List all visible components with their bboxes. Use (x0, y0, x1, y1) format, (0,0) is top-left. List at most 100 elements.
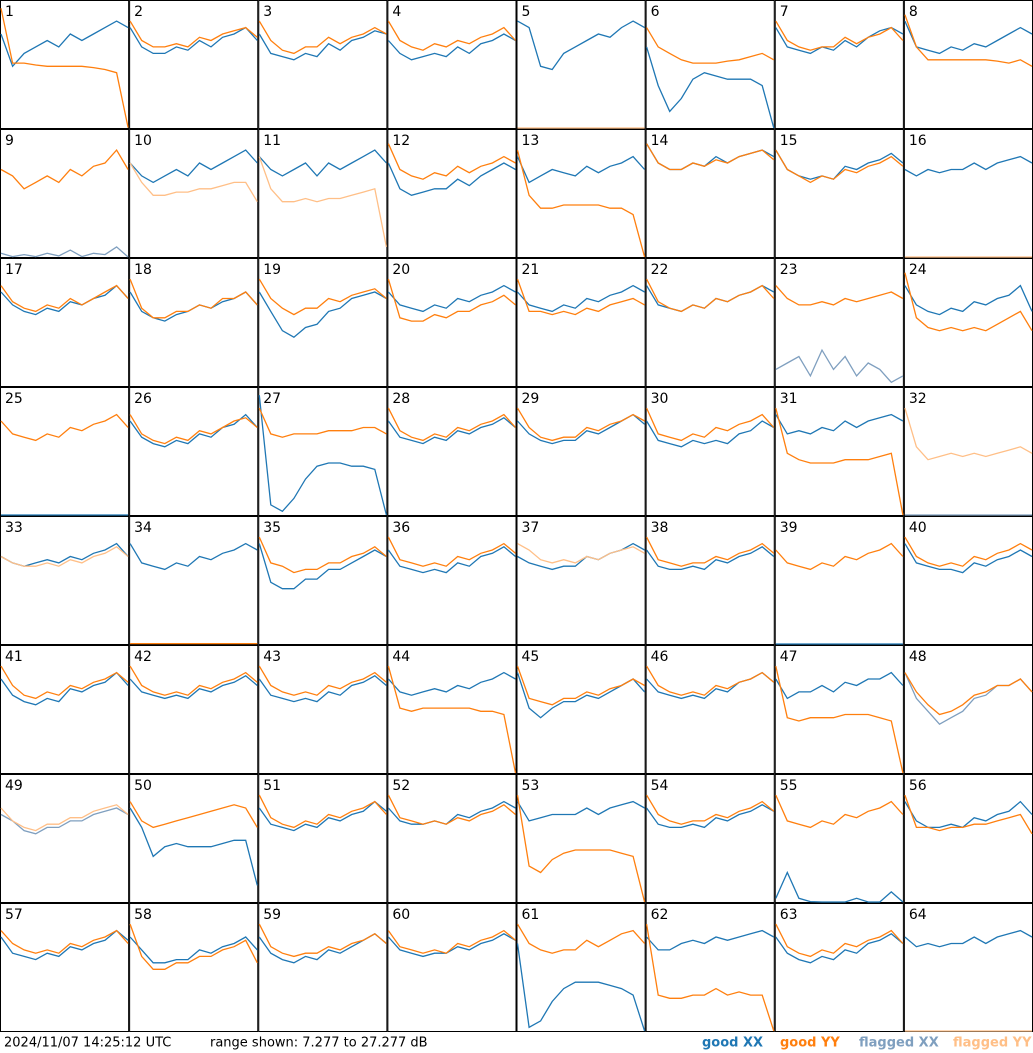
panel-title: 33 (5, 520, 23, 536)
spectrum-line (775, 542, 904, 571)
spectrum-line (646, 794, 775, 825)
spectrum-line (387, 794, 516, 825)
panel (645, 645, 775, 774)
panel-title: 27 (263, 391, 281, 407)
panel-title: 9 (5, 133, 14, 149)
panel-title: 12 (392, 133, 410, 149)
panel-title: 15 (780, 133, 798, 149)
spectrum-line (646, 929, 775, 951)
spectrum-line (516, 665, 645, 706)
panel-title: 10 (134, 133, 152, 149)
panel-title: 16 (909, 133, 927, 149)
panel-title: 3 (263, 4, 272, 20)
panel (516, 774, 646, 903)
panel-title: 39 (780, 520, 798, 536)
spectrum-line (387, 33, 516, 61)
spectrum-line (129, 923, 258, 970)
panel-title: 18 (134, 262, 152, 278)
spectrum-line (775, 285, 904, 306)
spectrum-line (904, 272, 1033, 332)
panel (258, 774, 388, 903)
spectrum-line (516, 155, 646, 184)
panel (387, 645, 517, 774)
panel-title: 52 (392, 778, 410, 794)
spectrum-line (904, 407, 1033, 461)
panel (516, 645, 646, 774)
spectrum-line (129, 675, 258, 700)
spectrum-line (775, 923, 904, 958)
panel-title: 23 (780, 262, 798, 278)
spectrum-line (129, 278, 258, 319)
panel (774, 645, 904, 774)
panel (0, 258, 130, 387)
spectrum-line (904, 284, 1033, 316)
spectrum-line (516, 800, 645, 822)
spectrum-line (775, 665, 904, 774)
panel-title: 45 (522, 649, 540, 665)
spectrum-line (904, 536, 1033, 567)
spectrum-line (646, 27, 775, 64)
spectrum-line (645, 923, 775, 1032)
spectrum-line (775, 26, 904, 55)
spectrum-line (387, 665, 517, 774)
spectrum-line (645, 46, 775, 129)
spectrum-line (129, 26, 258, 55)
panel (645, 258, 775, 387)
spectrum-line (0, 8, 129, 128)
panel-title: 51 (263, 778, 281, 794)
spectrum-line (0, 413, 129, 442)
panel-title: 4 (392, 4, 401, 20)
panel-title: 26 (134, 391, 152, 407)
panel-title: 43 (263, 649, 281, 665)
panel-title: 22 (651, 262, 669, 278)
panel-title: 14 (651, 133, 669, 149)
spectrum-line (258, 30, 387, 61)
spectrum-line (516, 278, 645, 316)
panel-title: 57 (5, 907, 23, 923)
spectrum-line (129, 20, 258, 48)
panel (774, 516, 904, 645)
panel (903, 774, 1033, 903)
panel (645, 387, 775, 516)
spectrum-line (387, 143, 516, 180)
panel (387, 0, 517, 129)
spectrum-line (775, 671, 904, 700)
panel (258, 258, 388, 387)
legend-entry: good XX (702, 1036, 763, 1051)
spectrum-line (258, 800, 387, 832)
spectrum-line (646, 804, 775, 829)
panel-title: 17 (5, 262, 23, 278)
panel (774, 387, 904, 516)
panel-title: 41 (5, 649, 23, 665)
spectrum-line (646, 278, 775, 313)
panel (129, 645, 259, 774)
panel-title: 11 (263, 133, 281, 149)
spectrum-line (646, 420, 775, 448)
spectrum-line (387, 536, 516, 567)
spectrum-line (0, 665, 129, 700)
spectrum-line (904, 800, 1033, 829)
spectrum-line (129, 807, 258, 886)
panel (129, 516, 259, 645)
panel (774, 903, 904, 1032)
panel-title: 61 (522, 907, 540, 923)
spectrum-line (517, 284, 645, 313)
spectrum-line (516, 923, 646, 954)
spectrum-line (775, 149, 904, 184)
panel-title: 49 (5, 778, 23, 794)
spectrum-line (904, 672, 1033, 716)
panel (903, 903, 1033, 1032)
panel (774, 774, 904, 903)
panel (516, 129, 646, 258)
spectrum-line (387, 20, 516, 51)
panel-title: 8 (909, 4, 918, 20)
panel-title: 21 (522, 262, 540, 278)
spectrum-line (0, 20, 129, 68)
spectrum-line (258, 923, 387, 958)
spectrum-line (258, 675, 387, 703)
spectrum-line (387, 417, 516, 445)
spectrum-line (258, 543, 387, 590)
panel-title: 6 (651, 4, 660, 20)
panel-title: 58 (134, 907, 152, 923)
